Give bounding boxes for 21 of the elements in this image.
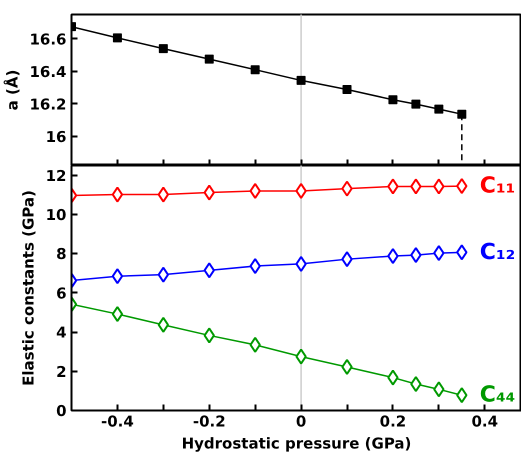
- y-axis-title: a (Å): [3, 70, 22, 110]
- x-tick-label: -0.4: [101, 412, 134, 430]
- x-tick-label: 0: [296, 412, 306, 430]
- x-tick-label: 0.2: [380, 412, 406, 430]
- y-tick-label: 16.6: [29, 30, 67, 48]
- y-axis-title: Elastic constants (GPa): [20, 190, 38, 386]
- y-tick-label: 12: [46, 166, 66, 185]
- y-tick-label: 4: [56, 324, 66, 342]
- series-label: C₁₂: [480, 240, 516, 265]
- x-tick-label: -0.2: [192, 412, 226, 430]
- series-label: C₁₁: [480, 174, 516, 199]
- y-tick-label: 6: [56, 284, 66, 302]
- y-tick-label: 16.4: [29, 62, 67, 81]
- y-tick-label: 10: [46, 206, 66, 224]
- y-tick-label: 16: [46, 128, 66, 146]
- y-tick-label: 8: [56, 245, 66, 264]
- y-tick-label: 16.2: [29, 95, 67, 114]
- series-label: C₄₄: [480, 382, 516, 408]
- x-tick-label: 0.4: [471, 412, 498, 430]
- y-tick-label: 2: [56, 362, 66, 381]
- x-axis-title: Hydrostatic pressure (GPa): [182, 434, 412, 452]
